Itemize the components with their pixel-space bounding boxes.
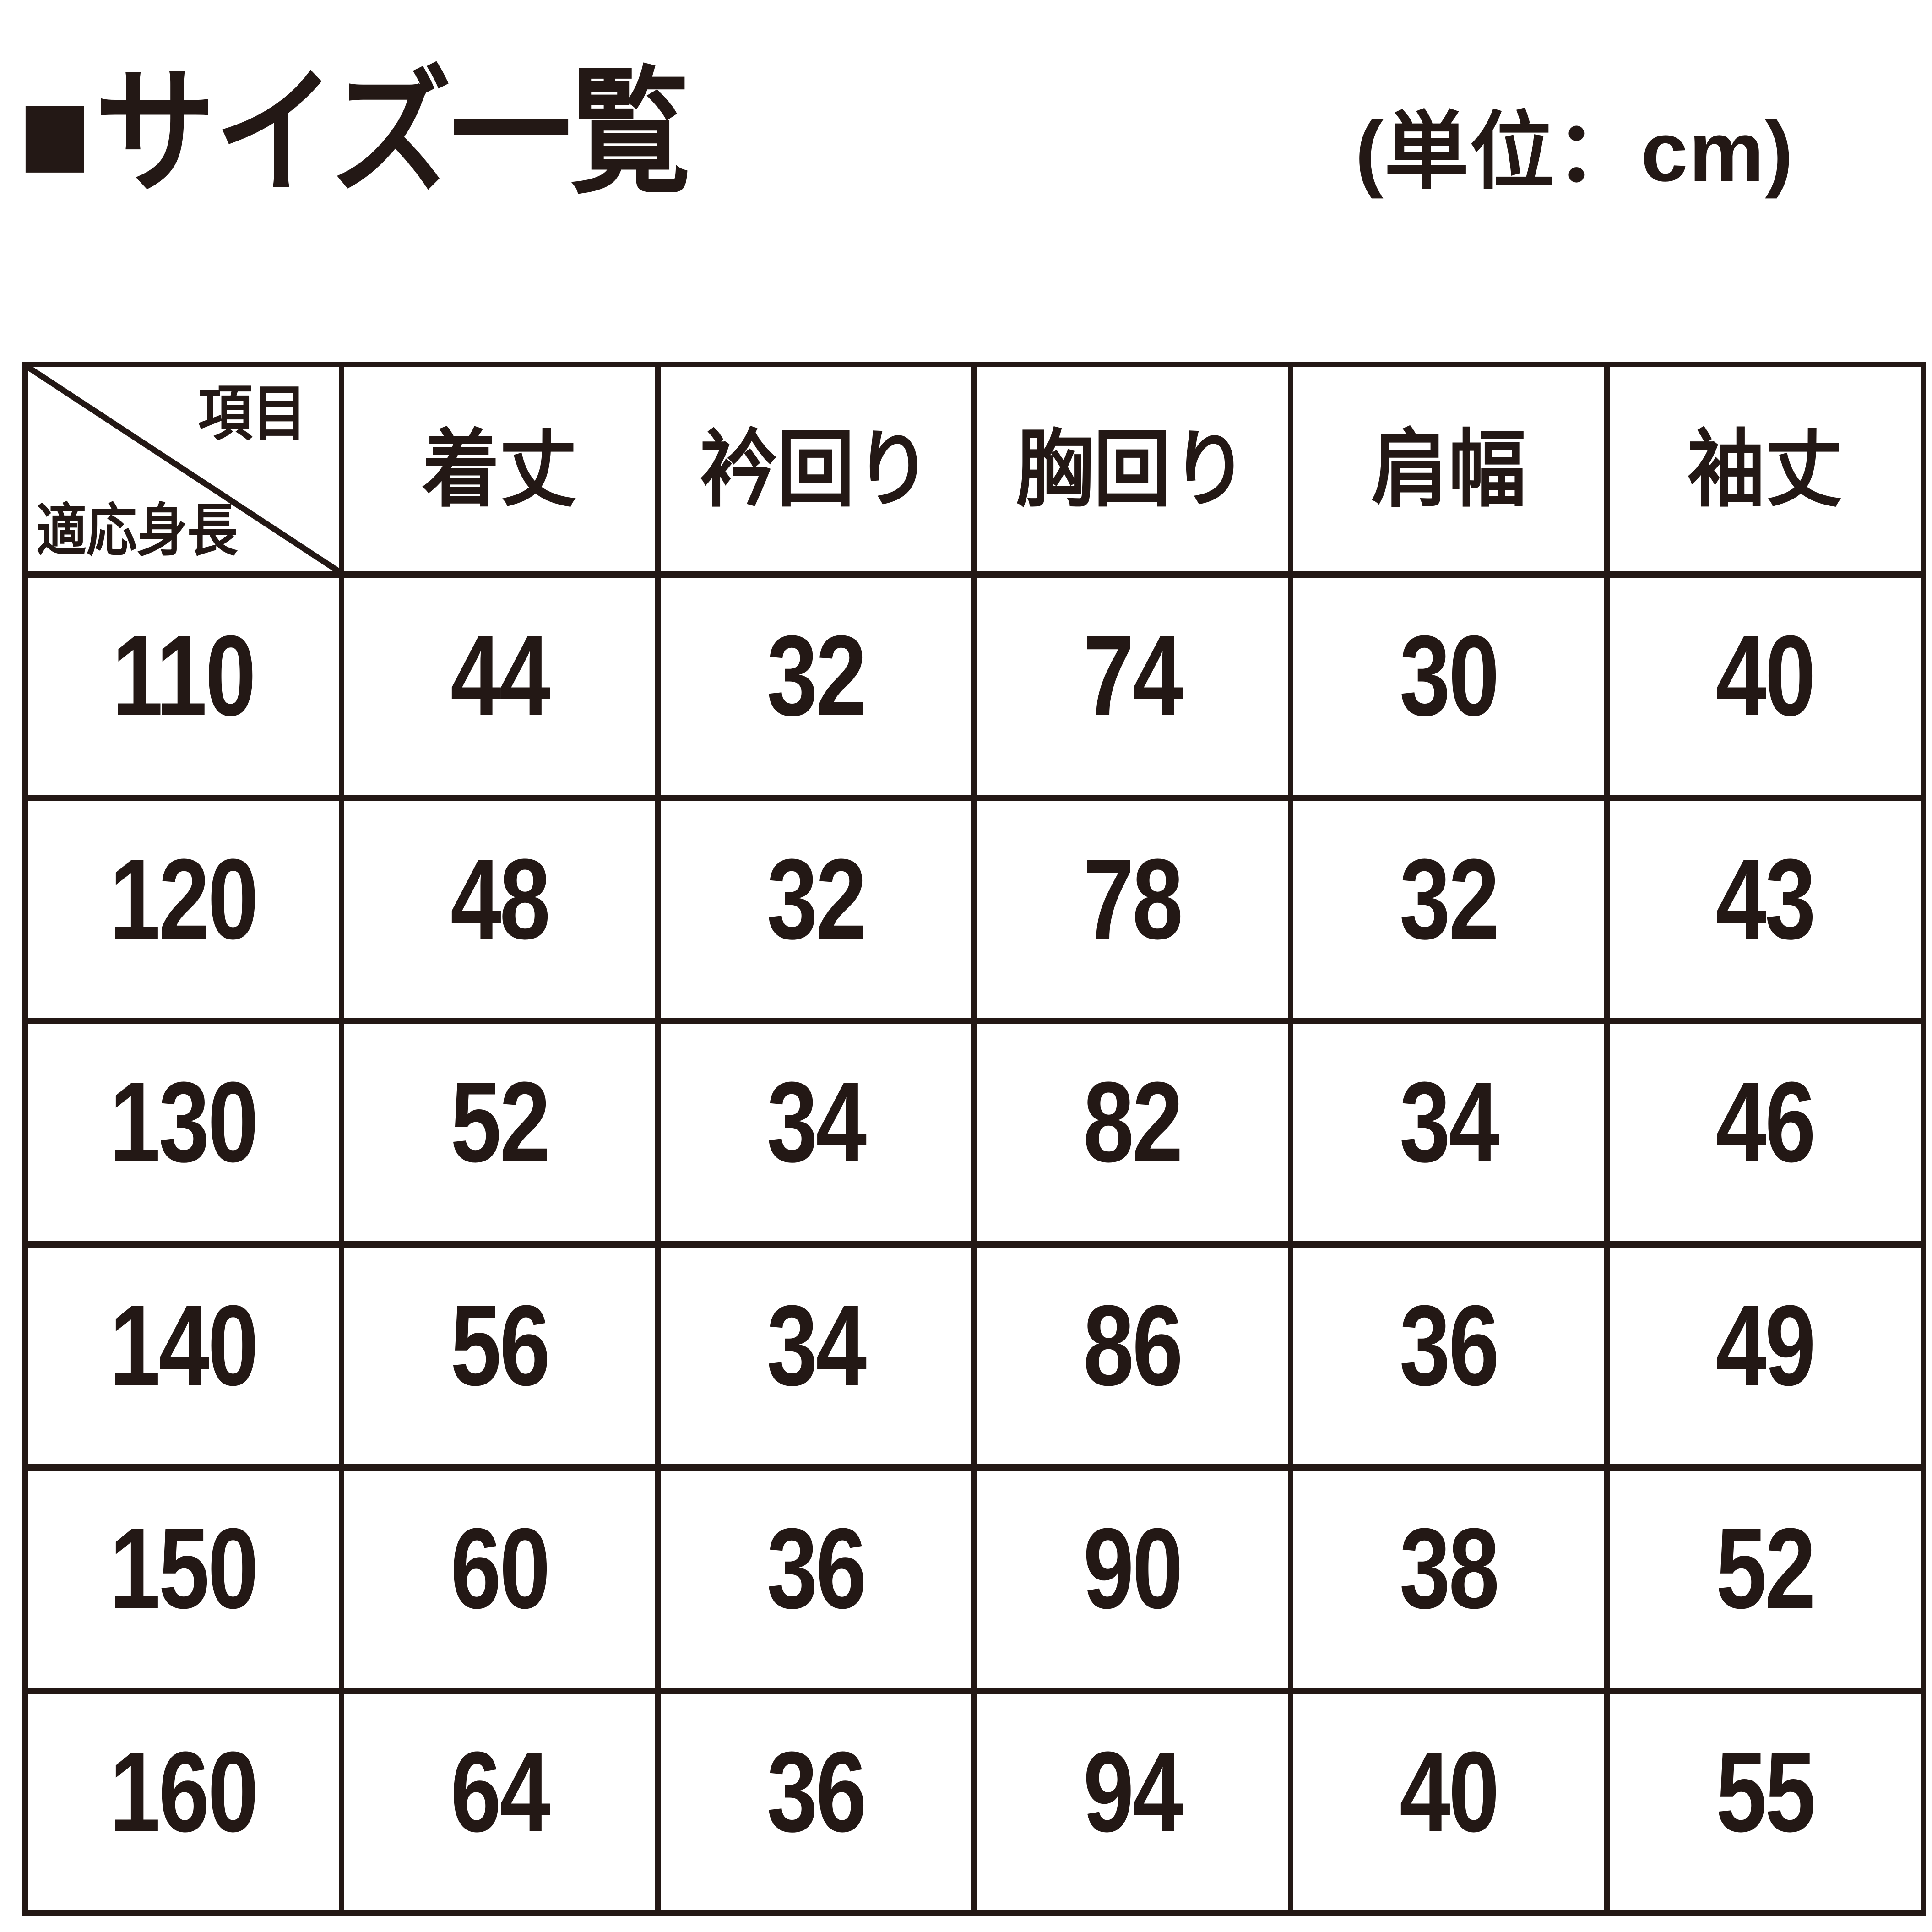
col-header-body-length: 着丈 xyxy=(344,367,655,571)
value-cell: 78 xyxy=(977,801,1288,1018)
size-table: 項目 適応身長 着丈 衿回り 胸回り 肩幅 袖丈 110 44 32 74 30… xyxy=(22,362,1926,1916)
value-cell: 90 xyxy=(977,1471,1288,1688)
page-title-text: サイズ一覧 xyxy=(95,56,691,210)
value-cell: 94 xyxy=(977,1693,1288,1910)
value-cell: 82 xyxy=(977,1024,1288,1241)
height-cell: 110 xyxy=(28,578,339,795)
title-square-bullet-icon: ■ xyxy=(18,56,91,210)
corner-cell: 項目 適応身長 xyxy=(28,367,339,571)
value-cell: 40 xyxy=(1610,578,1921,795)
value-cell: 36 xyxy=(661,1471,971,1688)
value-cell: 34 xyxy=(1293,1024,1604,1241)
value-cell: 34 xyxy=(661,1024,971,1241)
height-cell: 150 xyxy=(28,1471,339,1688)
value-cell: 32 xyxy=(1293,801,1604,1018)
corner-height-label: 適応身長 xyxy=(36,499,238,563)
value-cell: 38 xyxy=(1293,1471,1604,1688)
value-cell: 44 xyxy=(344,578,655,795)
value-cell: 40 xyxy=(1293,1693,1604,1910)
corner-item-label: 項目 xyxy=(198,380,307,447)
value-cell: 56 xyxy=(344,1247,655,1464)
height-cell: 120 xyxy=(28,801,339,1018)
value-cell: 55 xyxy=(1610,1693,1921,1910)
value-cell: 43 xyxy=(1610,801,1921,1018)
value-cell: 34 xyxy=(661,1247,971,1464)
value-cell: 36 xyxy=(1293,1247,1604,1464)
value-cell: 52 xyxy=(344,1024,655,1241)
value-cell: 46 xyxy=(1610,1024,1921,1241)
value-cell: 36 xyxy=(661,1693,971,1910)
col-header-shoulder: 肩幅 xyxy=(1293,367,1604,571)
height-cell: 160 xyxy=(28,1693,339,1910)
col-header-collar: 衿回り xyxy=(661,367,971,571)
value-cell: 30 xyxy=(1293,578,1604,795)
value-cell: 32 xyxy=(661,801,971,1018)
height-cell: 140 xyxy=(28,1247,339,1464)
value-cell: 52 xyxy=(1610,1471,1921,1688)
value-cell: 74 xyxy=(977,578,1288,795)
value-cell: 32 xyxy=(661,578,971,795)
value-cell: 60 xyxy=(344,1471,655,1688)
value-cell: 48 xyxy=(344,801,655,1018)
page-title: ■サイズ一覧 xyxy=(18,56,691,210)
value-cell: 64 xyxy=(344,1693,655,1910)
height-cell: 130 xyxy=(28,1024,339,1241)
diagonal-divider-line xyxy=(28,367,339,571)
col-header-chest: 胸回り xyxy=(977,367,1288,571)
value-cell: 49 xyxy=(1610,1247,1921,1464)
col-header-sleeve: 袖丈 xyxy=(1610,367,1921,571)
value-cell: 86 xyxy=(977,1247,1288,1464)
unit-label: (単位：cm) xyxy=(1355,105,1794,199)
